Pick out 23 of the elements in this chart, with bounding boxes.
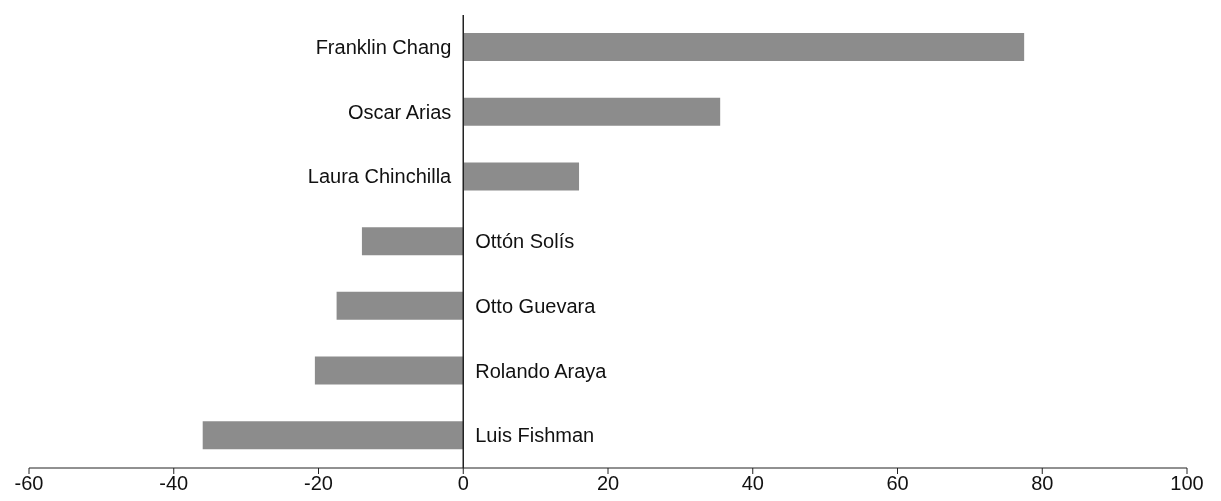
y-tick-label: Laura Chinchilla <box>307 165 453 188</box>
x-tick-label: 20 <box>596 472 620 495</box>
y-tick-label: Franklin Chang <box>315 36 452 58</box>
bar <box>463 97 721 126</box>
x-tick-label: -60 <box>14 472 44 495</box>
x-tick-label: -40 <box>159 472 189 495</box>
bar <box>463 33 1025 61</box>
y-tick-label: Ottón Solís <box>475 230 575 253</box>
x-tick-label: 80 <box>1031 472 1054 495</box>
bar <box>336 291 464 320</box>
y-tick-label: Oscar Arias <box>347 100 452 123</box>
x-tick-label: 100 <box>1170 472 1204 495</box>
x-tick-label: 60 <box>886 472 909 495</box>
bar <box>202 421 464 450</box>
y-tick-label: Luis Fishman <box>475 424 595 447</box>
bar <box>361 227 464 256</box>
x-tick-label: -20 <box>304 472 333 495</box>
x-tick-label: 40 <box>741 472 764 495</box>
x-tick-label: 0 <box>457 472 469 495</box>
y-tick-label: Otto Guevara <box>475 294 597 317</box>
bar <box>463 162 580 191</box>
y-tick-label: Rolando Araya <box>475 359 608 382</box>
bar <box>314 356 464 385</box>
